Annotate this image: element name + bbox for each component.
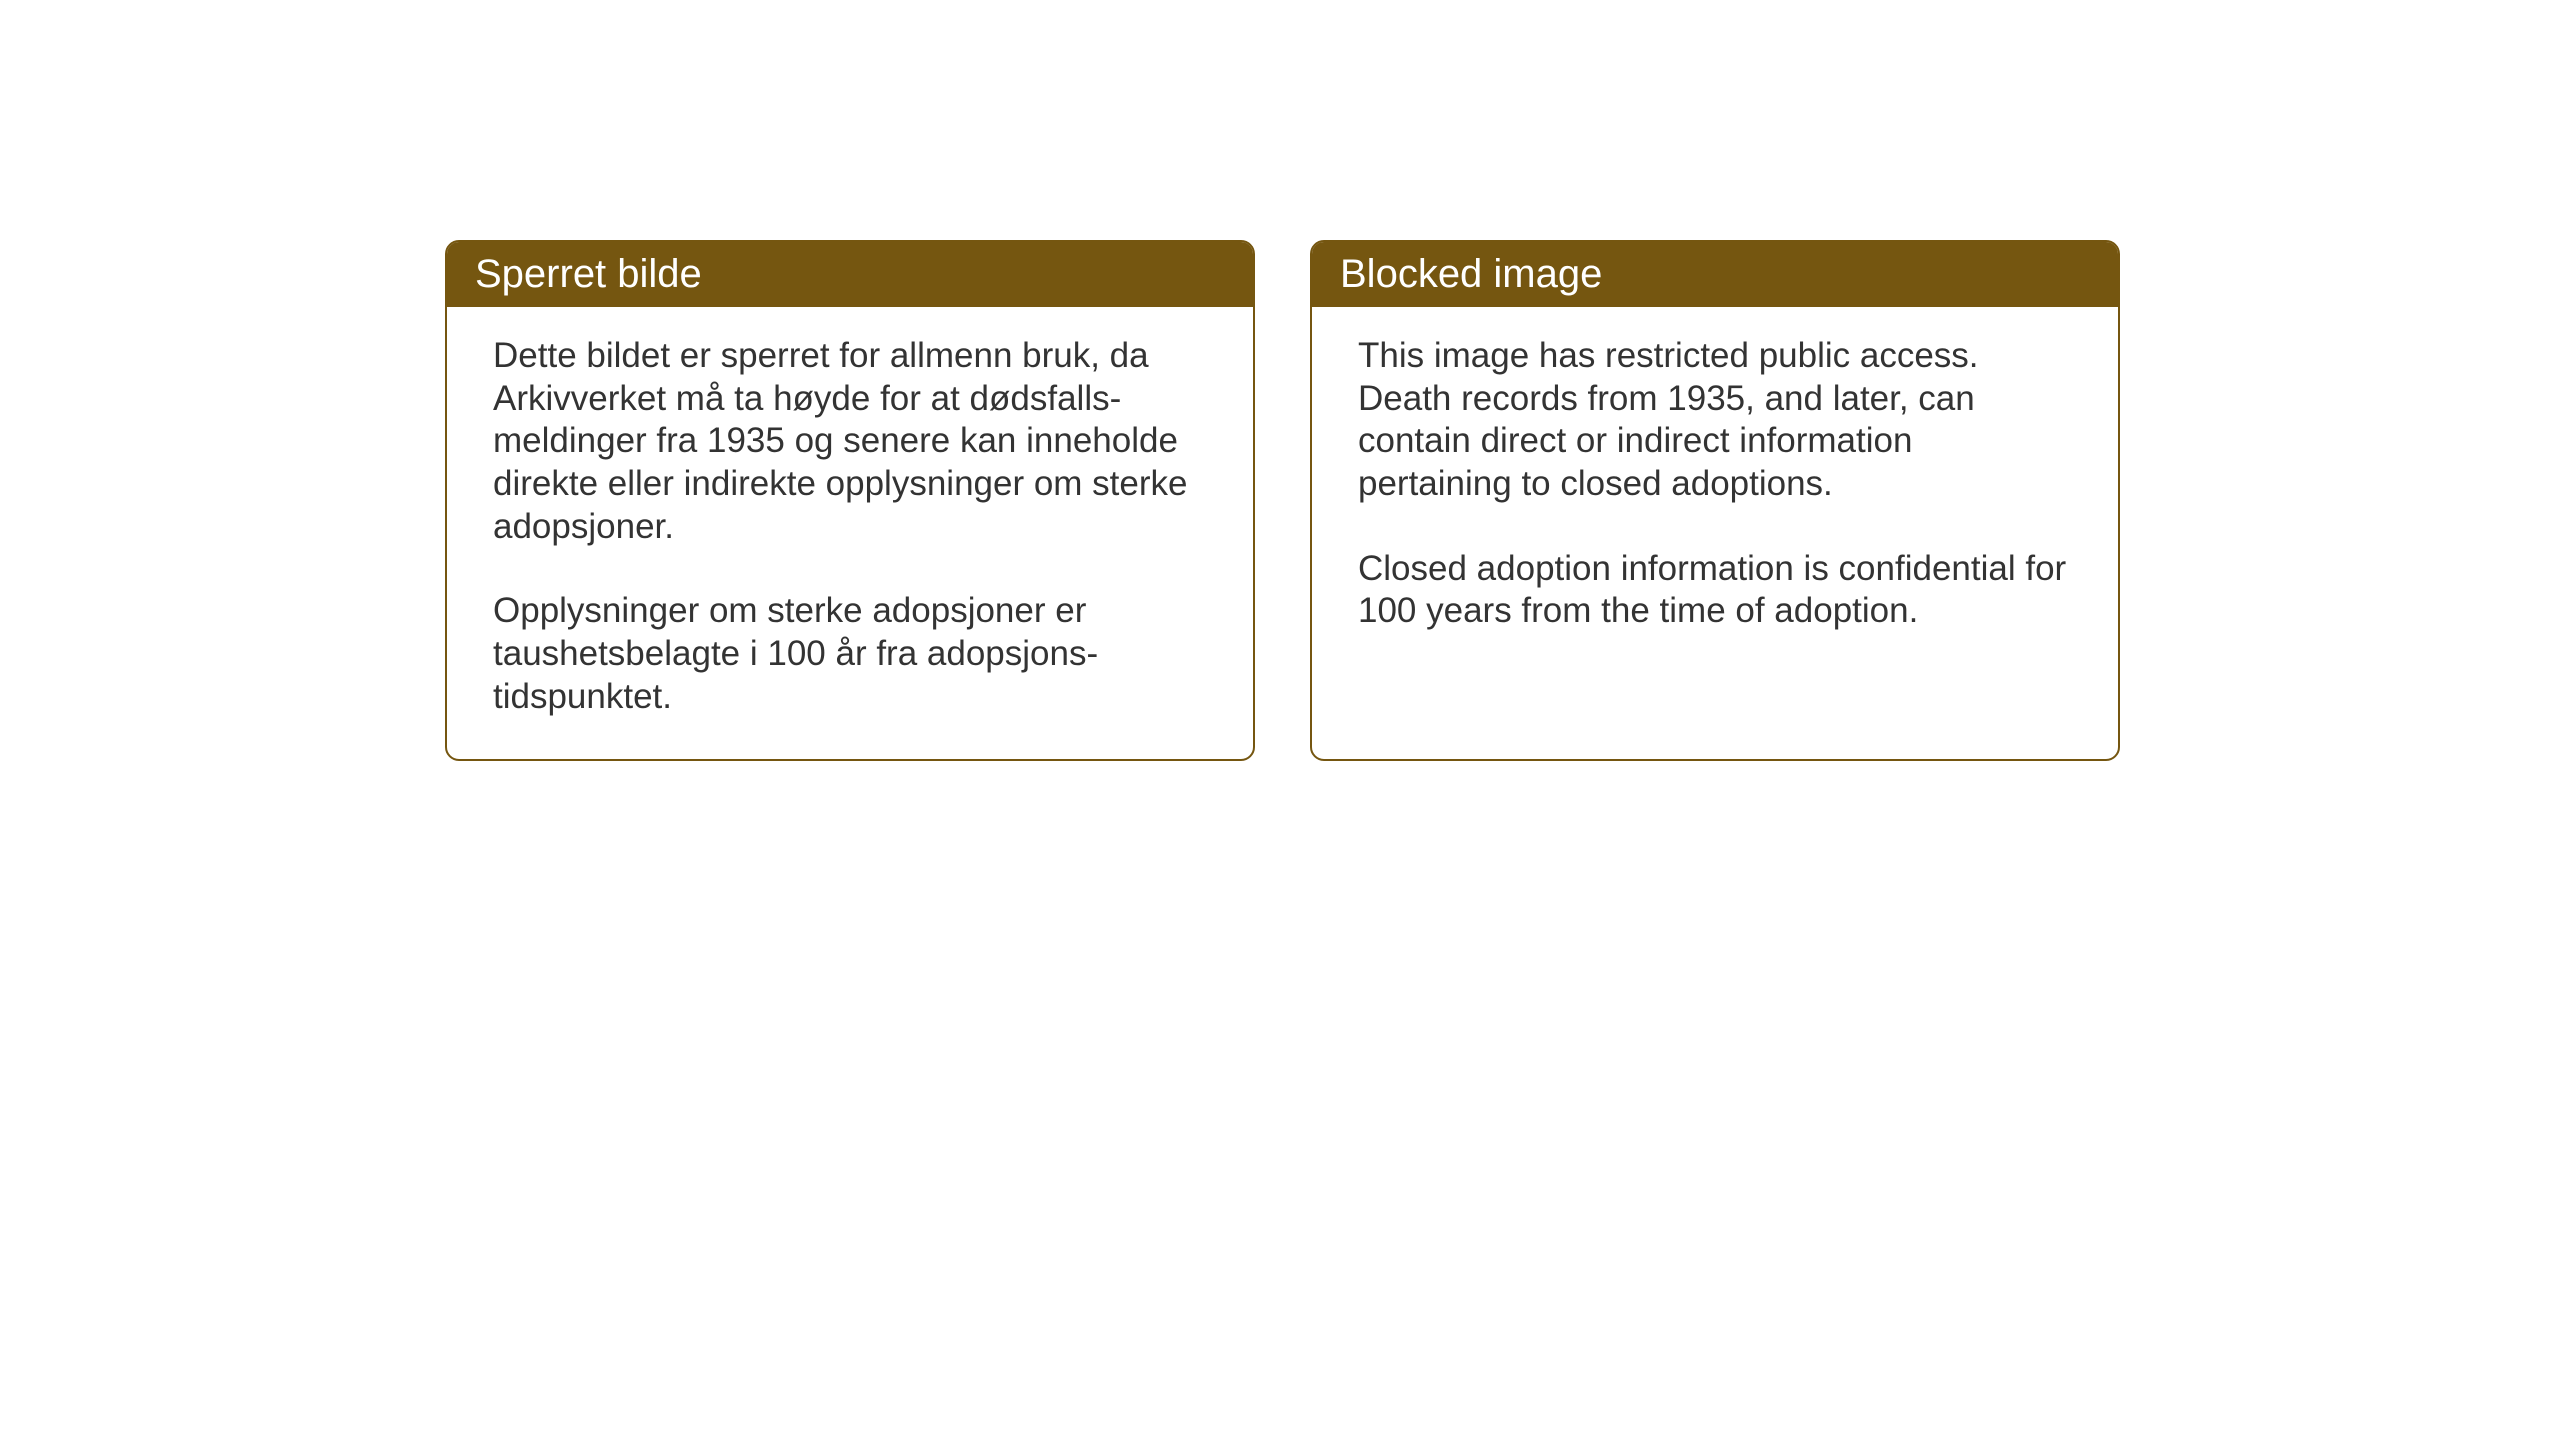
- english-card-title: Blocked image: [1312, 242, 2118, 307]
- english-info-card: Blocked image This image has restricted …: [1310, 240, 2120, 761]
- norwegian-card-body: Dette bildet er sperret for allmenn bruk…: [447, 307, 1253, 759]
- norwegian-paragraph-1: Dette bildet er sperret for allmenn bruk…: [493, 335, 1207, 548]
- norwegian-card-title: Sperret bilde: [447, 242, 1253, 307]
- norwegian-paragraph-2: Opplysninger om sterke adopsjoner er tau…: [493, 590, 1207, 718]
- info-cards-container: Sperret bilde Dette bildet er sperret fo…: [445, 240, 2120, 761]
- english-paragraph-1: This image has restricted public access.…: [1358, 335, 2072, 506]
- english-paragraph-2: Closed adoption information is confident…: [1358, 548, 2072, 633]
- english-card-body: This image has restricted public access.…: [1312, 307, 2118, 673]
- norwegian-info-card: Sperret bilde Dette bildet er sperret fo…: [445, 240, 1255, 761]
